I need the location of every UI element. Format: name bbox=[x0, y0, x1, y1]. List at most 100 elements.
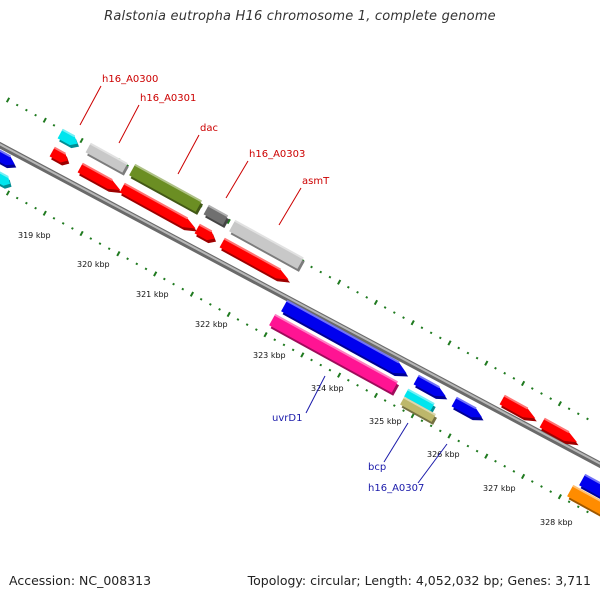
gene-feature-body bbox=[404, 389, 435, 411]
gene-feature-highlight bbox=[223, 237, 281, 271]
tick-mark bbox=[586, 510, 589, 514]
gene-feature-body bbox=[567, 485, 600, 515]
gene-feature-red bbox=[194, 223, 217, 244]
tick-mark bbox=[356, 290, 359, 294]
tick-mark bbox=[116, 251, 121, 257]
tick-mark bbox=[365, 296, 369, 299]
tick-mark bbox=[181, 287, 185, 291]
tick-mark bbox=[438, 336, 442, 340]
gene-feature-cyan bbox=[404, 388, 436, 414]
tick-mark bbox=[429, 424, 433, 428]
gene-feature-body bbox=[219, 238, 289, 280]
tick-mark bbox=[475, 356, 479, 360]
tick-mark bbox=[346, 378, 350, 382]
gene-feature-lightgray bbox=[85, 142, 129, 176]
tick-mark bbox=[549, 490, 553, 493]
tick-mark bbox=[282, 343, 286, 347]
gene-feature-body bbox=[119, 183, 196, 229]
gene-feature-body bbox=[281, 300, 407, 374]
tick-mark bbox=[373, 392, 379, 399]
tick-mark bbox=[521, 473, 526, 480]
tick-mark bbox=[5, 190, 11, 196]
gene-feature-highlight bbox=[81, 162, 113, 181]
gene-feature-body bbox=[269, 314, 398, 393]
tick-mark bbox=[25, 108, 28, 112]
tick-mark bbox=[236, 318, 240, 321]
gene-feature-red bbox=[49, 146, 70, 166]
gene-feature-body bbox=[229, 220, 304, 269]
scale-label: 320 kbp bbox=[77, 260, 110, 269]
gene-feature-highlight bbox=[403, 396, 436, 416]
gene-feature-highlight bbox=[123, 182, 188, 220]
gene-feature-body bbox=[49, 147, 68, 163]
chromosome-backbone-highlight bbox=[0, 143, 600, 465]
scale-label: 323 kbp bbox=[253, 351, 286, 360]
tick-mark bbox=[447, 433, 452, 439]
tick-mark bbox=[557, 493, 562, 500]
tick-mark bbox=[410, 413, 415, 419]
gene-feature-magenta bbox=[269, 313, 400, 396]
tick-mark bbox=[126, 257, 129, 261]
tick-mark bbox=[273, 338, 277, 342]
tick-mark bbox=[402, 409, 405, 412]
gene-feature-highlight bbox=[53, 146, 66, 155]
scale-labels: 319 kbp 320 kbp 321 kbp 322 kbp 323 kbp 324 k… bbox=[18, 231, 573, 527]
tick-mark bbox=[549, 397, 553, 400]
tick-mark bbox=[392, 311, 396, 314]
tick-mark bbox=[15, 103, 19, 107]
tick-mark bbox=[263, 332, 268, 338]
tick-mark bbox=[420, 419, 424, 423]
gene-feature-body bbox=[203, 205, 228, 225]
tick-mark bbox=[383, 399, 387, 402]
gene-feature-highlight bbox=[198, 223, 213, 233]
tick-mark bbox=[34, 206, 37, 210]
gene-feature-red bbox=[499, 394, 537, 422]
gene-feature-body bbox=[0, 150, 15, 166]
gene-feature-orange bbox=[567, 484, 600, 517]
tick-mark bbox=[89, 237, 93, 240]
gene-label: h16_A0303 bbox=[249, 149, 305, 160]
gene-label: h16_A0300 bbox=[102, 74, 158, 85]
gene-feature-body bbox=[400, 397, 436, 422]
tick-mark bbox=[5, 97, 11, 103]
tick-mark bbox=[319, 270, 323, 274]
tick-mark bbox=[346, 285, 350, 289]
tick-mark bbox=[383, 306, 387, 309]
gene-feature-red bbox=[219, 237, 291, 283]
tick-mark bbox=[447, 340, 452, 346]
gene-feature-highlight bbox=[417, 374, 440, 388]
gene-feature-cyan bbox=[0, 171, 12, 189]
scale-label: 324 kbp bbox=[311, 384, 344, 393]
tick-mark bbox=[530, 480, 534, 483]
tick-mark bbox=[34, 113, 37, 117]
tick-mark bbox=[163, 277, 166, 281]
scale-label: 321 kbp bbox=[136, 290, 169, 299]
gene-feature-body bbox=[499, 395, 536, 419]
gene-feature-blue bbox=[451, 396, 484, 421]
gene-label: h16_A0301 bbox=[140, 93, 196, 104]
gene-feature-blue bbox=[281, 299, 409, 377]
gene-feature-body bbox=[539, 418, 578, 443]
accession-text: Accession: NC_008313 bbox=[9, 573, 152, 588]
tick-mark bbox=[172, 282, 175, 286]
tick-mark bbox=[61, 222, 65, 225]
gene-feature-darkgray bbox=[203, 204, 230, 228]
tick-mark bbox=[153, 271, 158, 277]
scale-label: 322 kbp bbox=[195, 320, 228, 329]
scale-label: 325 kbp bbox=[369, 417, 402, 426]
tick-mark bbox=[503, 371, 507, 375]
tick-mark bbox=[291, 348, 295, 352]
tick-mark bbox=[494, 366, 497, 370]
gene-feature-red bbox=[77, 162, 122, 194]
gene-feature-highlight bbox=[89, 142, 128, 165]
tick-mark bbox=[420, 326, 424, 330]
gene-feature-highlight bbox=[234, 219, 304, 260]
tick-mark bbox=[356, 383, 359, 387]
gene-label-leader bbox=[417, 443, 448, 484]
inner-tick-row bbox=[5, 190, 589, 514]
gene-feature-highlight bbox=[543, 417, 570, 433]
gene-feature-highlight bbox=[274, 313, 399, 384]
tick-mark bbox=[521, 380, 526, 387]
tick-mark bbox=[410, 320, 415, 326]
